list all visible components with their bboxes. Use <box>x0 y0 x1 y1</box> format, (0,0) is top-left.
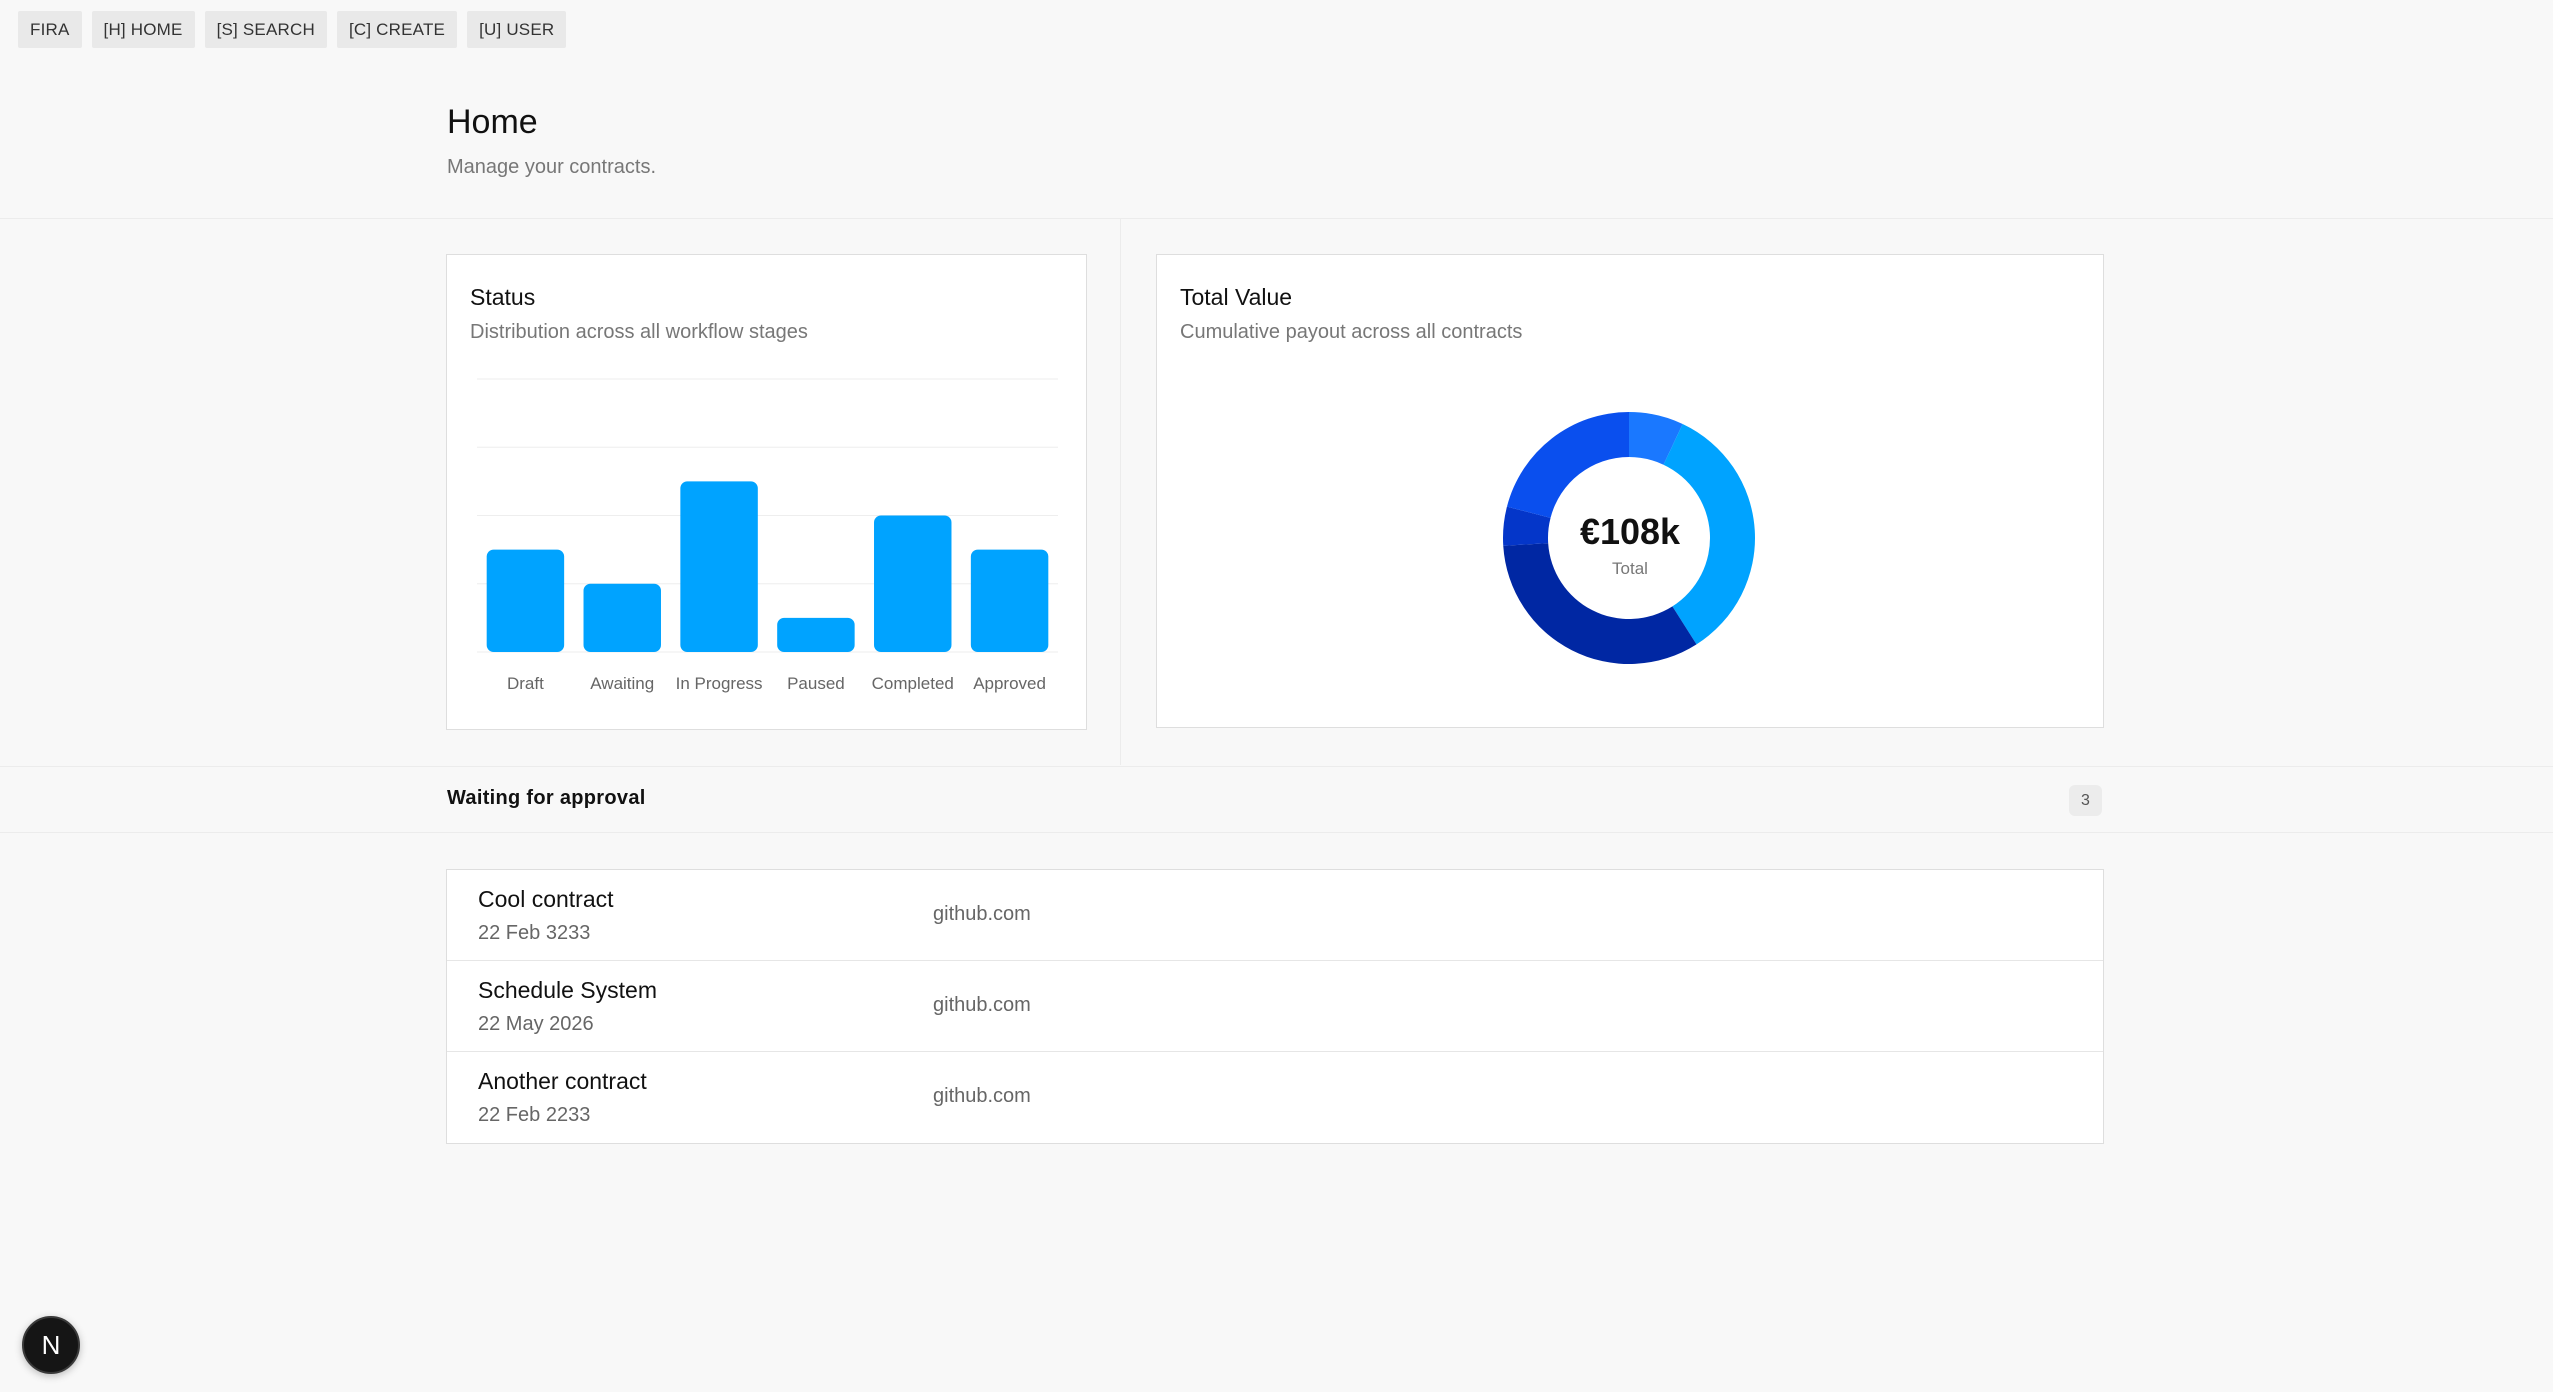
nav-search[interactable]: [S] SEARCH <box>204 11 327 48</box>
nav-create[interactable]: [C] CREATE <box>336 11 458 48</box>
x-tick-label: Awaiting <box>590 674 654 693</box>
contract-name: Cool contract <box>478 886 614 912</box>
bar-approved <box>970 549 1049 652</box>
bar-paused <box>777 617 855 652</box>
status-card-subtitle: Distribution across all workflow stages <box>470 321 808 343</box>
total-value-card-title: Total Value <box>1180 284 1293 310</box>
donut-total-value: €108k <box>1579 511 1681 552</box>
total-value-card-subtitle: Cumulative payout across all contracts <box>1180 321 1523 343</box>
page-header: Home Manage your contracts. <box>447 103 656 179</box>
donut-slice <box>1506 412 1629 518</box>
waiting-count-badge: 3 <box>2069 785 2102 816</box>
donut-total-label: Total <box>1612 559 1648 578</box>
contract-date: 22 Feb 2233 <box>478 1104 591 1126</box>
top-nav: FIRA [H] HOME [S] SEARCH [C] CREATE [U] … <box>18 11 567 48</box>
waiting-section-header: Waiting for approval 3 <box>0 766 2553 833</box>
status-card: Status Distribution across all workflow … <box>446 254 1087 730</box>
contract-source: github.com <box>933 903 1031 925</box>
total-value-card: Total Value Cumulative payout across all… <box>1156 254 2104 728</box>
page-title: Home <box>447 103 538 141</box>
divider <box>1120 219 1121 765</box>
waiting-list: Cool contract 22 Feb 3233 github.com Sch… <box>446 869 2104 1144</box>
bar-completed <box>874 515 952 652</box>
x-tick-label: Paused <box>787 674 845 693</box>
donut-slice <box>1503 506 1551 546</box>
waiting-section-title: Waiting for approval <box>447 787 646 809</box>
nav-home[interactable]: [H] HOME <box>91 11 195 48</box>
bar-in-progress <box>680 481 758 652</box>
contract-source: github.com <box>933 994 1031 1016</box>
contract-name: Another contract <box>478 1068 647 1094</box>
contract-date: 22 May 2026 <box>478 1013 594 1035</box>
total-value-donut-chart <box>1503 412 1755 664</box>
x-tick-label: In Progress <box>676 674 763 693</box>
nav-fira[interactable]: FIRA <box>18 11 82 48</box>
status-bar-chart: Draft Awaiting In Progress Paused Completed A… <box>477 378 1058 693</box>
dev-tools-badge[interactable]: N <box>22 1316 80 1374</box>
contract-date: 22 Feb 3233 <box>478 922 591 944</box>
x-tick-label: Approved <box>973 674 1046 693</box>
bar-draft <box>486 549 565 652</box>
status-card-title: Status <box>470 284 536 310</box>
list-item[interactable]: Schedule System 22 May 2026 github.com <box>447 961 2103 1052</box>
donut-slice <box>1663 423 1755 645</box>
list-item[interactable]: Cool contract 22 Feb 3233 github.com <box>447 870 2103 961</box>
contract-name: Schedule System <box>478 977 657 1003</box>
x-tick-label: Draft <box>507 674 544 693</box>
contract-source: github.com <box>933 1085 1031 1107</box>
donut-slice <box>1629 412 1683 465</box>
nav-user[interactable]: [U] USER <box>467 11 567 48</box>
x-tick-label: Completed <box>872 674 954 693</box>
page-subtitle: Manage your contracts. <box>447 156 656 178</box>
donut-slice <box>1503 543 1697 664</box>
divider <box>0 218 2553 219</box>
list-item[interactable]: Another contract 22 Feb 2233 github.com <box>447 1052 2103 1143</box>
bar-awaiting <box>583 583 661 652</box>
